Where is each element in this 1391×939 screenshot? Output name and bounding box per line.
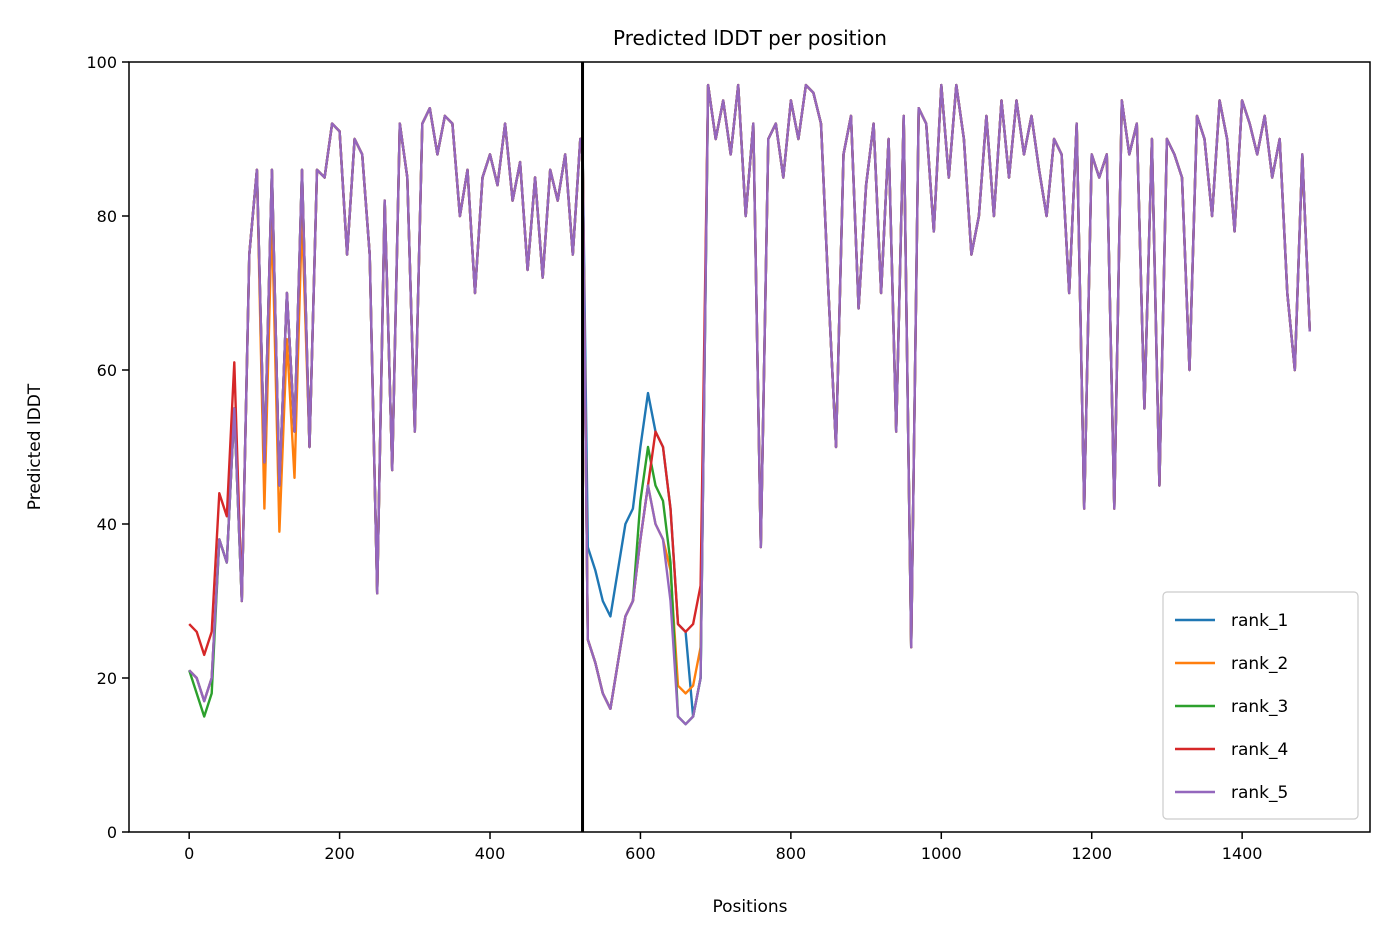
x-tick-label: 200 [324, 844, 355, 863]
x-tick-label: 1400 [1222, 844, 1263, 863]
legend-label-rank_4: rank_4 [1231, 740, 1288, 760]
y-tick-label: 60 [97, 361, 117, 380]
y-tick-label: 0 [107, 823, 117, 842]
x-tick-label: 400 [475, 844, 506, 863]
x-axis-label: Positions [712, 897, 787, 917]
legend: rank_1 rank_2 rank_3 rank_4 rank_5 [1162, 591, 1359, 820]
legend-label-rank_3: rank_3 [1231, 697, 1288, 717]
x-tick-label: 1000 [921, 844, 962, 863]
y-axis-ticks: 0 20 40 60 80 100 [86, 53, 129, 842]
y-tick-label: 20 [97, 669, 117, 688]
x-axis-ticks: 0 200 400 600 800 1000 1200 1400 [184, 832, 1262, 863]
legend-box [1162, 591, 1359, 820]
series-line-rank_5 [188, 83, 1311, 726]
legend-label-rank_5: rank_5 [1231, 783, 1288, 803]
x-tick-label: 1200 [1071, 844, 1112, 863]
y-axis-label: Predicted lDDT [25, 383, 45, 510]
series-layer [188, 83, 1311, 726]
legend-label-rank_1: rank_1 [1231, 611, 1288, 631]
y-tick-label: 80 [97, 207, 117, 226]
chart-title: Predicted lDDT per position [613, 26, 887, 50]
x-tick-label: 800 [776, 844, 807, 863]
legend-label-rank_2: rank_2 [1231, 654, 1288, 674]
x-tick-label: 600 [625, 844, 656, 863]
y-tick-label: 40 [97, 515, 117, 534]
x-tick-label: 0 [184, 844, 194, 863]
plot-frame [128, 61, 1371, 833]
y-tick-label: 100 [86, 53, 117, 72]
